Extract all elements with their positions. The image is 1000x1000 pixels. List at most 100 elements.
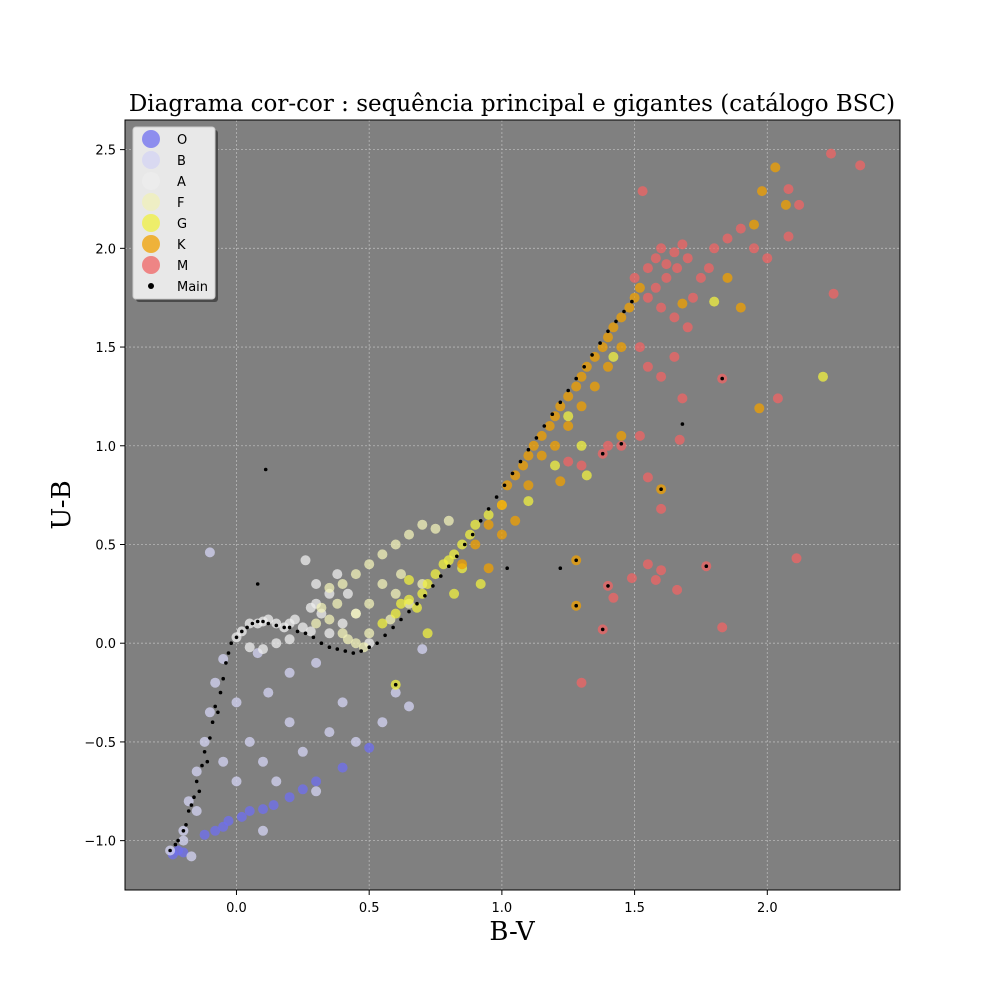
data-point-o xyxy=(364,742,375,753)
data-point-b xyxy=(258,756,268,767)
data-point-main xyxy=(255,619,260,624)
data-point-g xyxy=(404,594,414,605)
data-point-m xyxy=(656,243,667,254)
data-point-main xyxy=(455,554,459,559)
data-point-main xyxy=(704,564,709,568)
data-point-main xyxy=(221,676,225,681)
data-point-m xyxy=(791,553,802,564)
data-point-main xyxy=(470,532,475,537)
data-point-main xyxy=(274,623,279,628)
y-tick-label: 2.0 xyxy=(95,242,116,257)
data-point-main xyxy=(558,400,563,405)
data-point-m xyxy=(637,186,648,197)
data-point-k xyxy=(749,219,759,230)
data-point-main xyxy=(622,309,626,314)
data-point-main xyxy=(192,795,196,799)
data-point-b xyxy=(178,835,189,846)
data-point-m xyxy=(672,584,683,595)
data-point-m xyxy=(650,282,661,293)
data-point-k xyxy=(502,480,513,491)
x-axis-ticks: 0.0 0.5 1.0 1.5 2.0 xyxy=(226,890,778,916)
data-point-m xyxy=(674,434,685,445)
data-point-b xyxy=(297,746,308,757)
data-point-m xyxy=(642,292,653,303)
data-point-main xyxy=(282,625,287,630)
data-point-main xyxy=(359,649,364,653)
data-point-g xyxy=(563,411,574,422)
data-point-m xyxy=(722,233,733,244)
data-point-main xyxy=(234,635,239,640)
data-point-k xyxy=(780,199,791,210)
data-point-main xyxy=(423,594,427,598)
data-point-main xyxy=(295,629,300,634)
legend-marker xyxy=(142,130,160,148)
data-point-f xyxy=(324,614,335,625)
data-point-main xyxy=(574,558,578,563)
data-point-k xyxy=(624,302,635,313)
data-point-f xyxy=(350,569,361,580)
data-point-m xyxy=(749,243,759,254)
data-point-main xyxy=(518,459,523,464)
data-point-b xyxy=(244,736,255,747)
data-point-g xyxy=(470,519,481,530)
data-point-main xyxy=(240,629,244,634)
data-point-m xyxy=(709,243,720,254)
data-point-b xyxy=(258,825,268,836)
data-point-main xyxy=(542,424,547,428)
data-point-a xyxy=(305,602,316,613)
legend-label: B xyxy=(177,154,186,169)
data-point-b xyxy=(263,687,274,698)
data-point-k xyxy=(555,476,566,487)
data-point-main xyxy=(619,442,624,446)
data-point-m xyxy=(783,231,794,242)
data-point-b xyxy=(204,707,215,718)
data-point-k xyxy=(496,500,507,510)
data-point-main xyxy=(266,621,271,626)
data-point-main xyxy=(534,436,539,440)
x-tick-label: 2.0 xyxy=(757,901,778,916)
legend-marker xyxy=(142,214,160,232)
data-point-main xyxy=(431,584,435,588)
data-point-b xyxy=(404,701,414,712)
data-point-m xyxy=(669,312,680,323)
data-point-m xyxy=(677,393,688,404)
data-point-k xyxy=(563,421,574,431)
data-point-k xyxy=(757,186,767,197)
data-point-main xyxy=(383,633,387,638)
legend-label: G xyxy=(177,217,187,232)
data-point-g xyxy=(396,598,406,609)
data-point-main xyxy=(189,803,194,807)
data-point-g xyxy=(457,539,468,550)
data-point-g xyxy=(422,628,433,639)
y-tick-label: 1.5 xyxy=(95,341,116,356)
legend-label: A xyxy=(177,175,186,190)
data-point-m xyxy=(688,292,698,303)
data-point-main xyxy=(462,542,467,547)
data-point-m xyxy=(608,592,619,603)
data-point-o xyxy=(337,762,348,773)
data-point-main xyxy=(606,329,610,334)
data-point-a xyxy=(305,626,316,637)
data-point-a xyxy=(324,628,335,639)
data-point-g xyxy=(483,509,494,520)
data-point-a xyxy=(284,634,295,645)
data-point-f xyxy=(324,582,335,593)
data-point-m xyxy=(563,456,574,467)
data-point-main xyxy=(439,574,443,578)
data-point-g xyxy=(818,371,828,382)
data-point-g xyxy=(475,579,486,589)
data-point-main xyxy=(600,451,605,456)
y-tick-label: 0.5 xyxy=(95,538,116,553)
data-point-b xyxy=(186,851,197,862)
data-point-main xyxy=(210,720,215,724)
data-point-a xyxy=(271,618,282,629)
data-point-b xyxy=(284,717,295,728)
data-point-main xyxy=(614,319,618,324)
data-point-k xyxy=(510,515,521,526)
data-point-k xyxy=(457,559,468,570)
data-point-f xyxy=(311,618,322,629)
data-point-main xyxy=(200,763,204,768)
data-point-b xyxy=(210,677,221,688)
data-point-b xyxy=(377,717,388,728)
data-point-main xyxy=(173,842,178,847)
